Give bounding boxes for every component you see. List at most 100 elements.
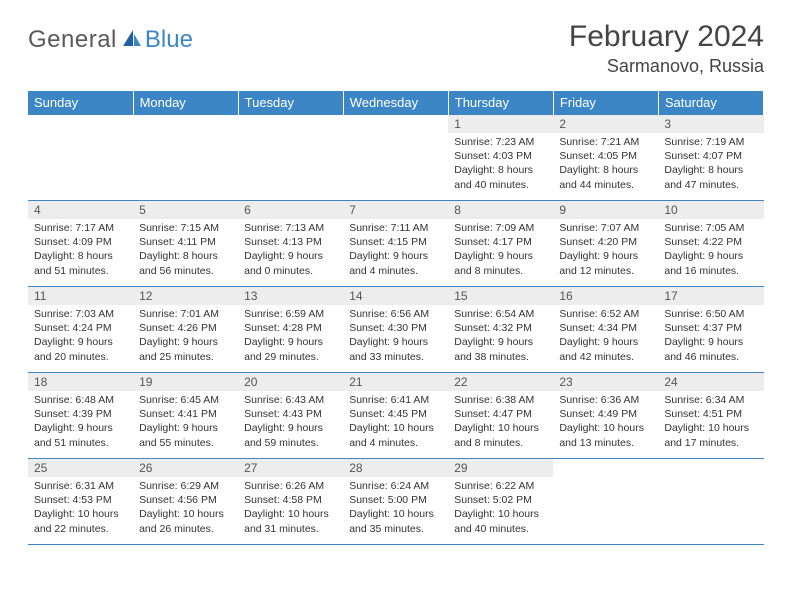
daylight-text: Daylight: 10 hours and 22 minutes. — [34, 507, 127, 535]
daylight-text: Daylight: 9 hours and 51 minutes. — [34, 421, 127, 449]
daylight-text: Daylight: 10 hours and 8 minutes. — [454, 421, 547, 449]
sunrise-text: Sunrise: 7:05 AM — [664, 221, 757, 235]
day-details: Sunrise: 6:26 AMSunset: 4:58 PMDaylight:… — [238, 477, 343, 540]
daylight-text: Daylight: 10 hours and 13 minutes. — [559, 421, 652, 449]
sunrise-text: Sunrise: 6:41 AM — [349, 393, 442, 407]
sunset-text: Sunset: 4:30 PM — [349, 321, 442, 335]
sunset-text: Sunset: 4:56 PM — [139, 493, 232, 507]
sunset-text: Sunset: 4:53 PM — [34, 493, 127, 507]
weekday-thursday: Thursday — [448, 91, 553, 115]
daylight-text: Daylight: 9 hours and 0 minutes. — [244, 249, 337, 277]
calendar-day-cell: 17Sunrise: 6:50 AMSunset: 4:37 PMDayligh… — [658, 287, 763, 373]
sunset-text: Sunset: 4:43 PM — [244, 407, 337, 421]
calendar-day-cell: 29Sunrise: 6:22 AMSunset: 5:02 PMDayligh… — [448, 459, 553, 545]
daylight-text: Daylight: 9 hours and 46 minutes. — [664, 335, 757, 363]
sunrise-text: Sunrise: 7:11 AM — [349, 221, 442, 235]
daylight-text: Daylight: 8 hours and 40 minutes. — [454, 163, 547, 191]
sunset-text: Sunset: 4:22 PM — [664, 235, 757, 249]
calendar-day-cell: 12Sunrise: 7:01 AMSunset: 4:26 PMDayligh… — [133, 287, 238, 373]
sunset-text: Sunset: 4:37 PM — [664, 321, 757, 335]
day-number: 4 — [28, 201, 133, 219]
day-details: Sunrise: 6:22 AMSunset: 5:02 PMDaylight:… — [448, 477, 553, 540]
sunset-text: Sunset: 4:32 PM — [454, 321, 547, 335]
day-details: Sunrise: 6:48 AMSunset: 4:39 PMDaylight:… — [28, 391, 133, 454]
day-details: Sunrise: 7:13 AMSunset: 4:13 PMDaylight:… — [238, 219, 343, 282]
calendar-day-cell: 23Sunrise: 6:36 AMSunset: 4:49 PMDayligh… — [553, 373, 658, 459]
sunrise-text: Sunrise: 7:03 AM — [34, 307, 127, 321]
day-details: Sunrise: 7:05 AMSunset: 4:22 PMDaylight:… — [658, 219, 763, 282]
calendar-day-cell — [658, 459, 763, 545]
sunset-text: Sunset: 4:58 PM — [244, 493, 337, 507]
sunset-text: Sunset: 4:47 PM — [454, 407, 547, 421]
day-number: 25 — [28, 459, 133, 477]
sunrise-text: Sunrise: 6:31 AM — [34, 479, 127, 493]
daylight-text: Daylight: 9 hours and 59 minutes. — [244, 421, 337, 449]
sunrise-text: Sunrise: 7:23 AM — [454, 135, 547, 149]
day-number: 23 — [553, 373, 658, 391]
day-number: 21 — [343, 373, 448, 391]
daylight-text: Daylight: 9 hours and 38 minutes. — [454, 335, 547, 363]
day-number: 7 — [343, 201, 448, 219]
sunrise-text: Sunrise: 6:43 AM — [244, 393, 337, 407]
day-number: 13 — [238, 287, 343, 305]
day-details: Sunrise: 6:31 AMSunset: 4:53 PMDaylight:… — [28, 477, 133, 540]
sunrise-text: Sunrise: 6:52 AM — [559, 307, 652, 321]
daylight-text: Daylight: 9 hours and 12 minutes. — [559, 249, 652, 277]
daylight-text: Daylight: 8 hours and 56 minutes. — [139, 249, 232, 277]
calendar-week-row: 11Sunrise: 7:03 AMSunset: 4:24 PMDayligh… — [28, 287, 764, 373]
sunrise-text: Sunrise: 6:54 AM — [454, 307, 547, 321]
calendar-day-cell: 3Sunrise: 7:19 AMSunset: 4:07 PMDaylight… — [658, 115, 763, 201]
day-number: 29 — [448, 459, 553, 477]
calendar-day-cell: 28Sunrise: 6:24 AMSunset: 5:00 PMDayligh… — [343, 459, 448, 545]
weekday-sunday: Sunday — [28, 91, 133, 115]
sunrise-text: Sunrise: 6:22 AM — [454, 479, 547, 493]
calendar-day-cell: 1Sunrise: 7:23 AMSunset: 4:03 PMDaylight… — [448, 115, 553, 201]
calendar-day-cell — [343, 115, 448, 201]
calendar-day-cell: 16Sunrise: 6:52 AMSunset: 4:34 PMDayligh… — [553, 287, 658, 373]
sunrise-text: Sunrise: 7:07 AM — [559, 221, 652, 235]
sunset-text: Sunset: 4:24 PM — [34, 321, 127, 335]
sunset-text: Sunset: 4:39 PM — [34, 407, 127, 421]
sunrise-text: Sunrise: 7:21 AM — [559, 135, 652, 149]
sunset-text: Sunset: 4:07 PM — [664, 149, 757, 163]
sunrise-text: Sunrise: 7:15 AM — [139, 221, 232, 235]
title-block: February 2024 Sarmanovo, Russia — [569, 20, 764, 77]
calendar-day-cell: 25Sunrise: 6:31 AMSunset: 4:53 PMDayligh… — [28, 459, 133, 545]
sunset-text: Sunset: 4:05 PM — [559, 149, 652, 163]
day-details: Sunrise: 6:29 AMSunset: 4:56 PMDaylight:… — [133, 477, 238, 540]
sunset-text: Sunset: 5:02 PM — [454, 493, 547, 507]
calendar-day-cell: 26Sunrise: 6:29 AMSunset: 4:56 PMDayligh… — [133, 459, 238, 545]
weekday-saturday: Saturday — [658, 91, 763, 115]
daylight-text: Daylight: 8 hours and 44 minutes. — [559, 163, 652, 191]
day-details: Sunrise: 6:36 AMSunset: 4:49 PMDaylight:… — [553, 391, 658, 454]
daylight-text: Daylight: 10 hours and 26 minutes. — [139, 507, 232, 535]
sunrise-text: Sunrise: 6:50 AM — [664, 307, 757, 321]
daylight-text: Daylight: 9 hours and 25 minutes. — [139, 335, 232, 363]
sunset-text: Sunset: 4:51 PM — [664, 407, 757, 421]
daylight-text: Daylight: 9 hours and 20 minutes. — [34, 335, 127, 363]
day-details: Sunrise: 6:54 AMSunset: 4:32 PMDaylight:… — [448, 305, 553, 368]
day-number: 5 — [133, 201, 238, 219]
calendar-day-cell: 27Sunrise: 6:26 AMSunset: 4:58 PMDayligh… — [238, 459, 343, 545]
calendar-day-cell — [553, 459, 658, 545]
day-number: 24 — [658, 373, 763, 391]
sunrise-text: Sunrise: 6:29 AM — [139, 479, 232, 493]
sunset-text: Sunset: 4:20 PM — [559, 235, 652, 249]
sunset-text: Sunset: 4:15 PM — [349, 235, 442, 249]
header: General Blue February 2024 Sarmanovo, Ru… — [28, 20, 764, 77]
sunrise-text: Sunrise: 6:48 AM — [34, 393, 127, 407]
calendar-day-cell: 14Sunrise: 6:56 AMSunset: 4:30 PMDayligh… — [343, 287, 448, 373]
day-details: Sunrise: 7:17 AMSunset: 4:09 PMDaylight:… — [28, 219, 133, 282]
daylight-text: Daylight: 9 hours and 8 minutes. — [454, 249, 547, 277]
sunset-text: Sunset: 5:00 PM — [349, 493, 442, 507]
day-number: 2 — [553, 115, 658, 133]
sunrise-text: Sunrise: 7:13 AM — [244, 221, 337, 235]
sunrise-text: Sunrise: 7:01 AM — [139, 307, 232, 321]
day-details: Sunrise: 7:21 AMSunset: 4:05 PMDaylight:… — [553, 133, 658, 196]
daylight-text: Daylight: 9 hours and 29 minutes. — [244, 335, 337, 363]
sunset-text: Sunset: 4:28 PM — [244, 321, 337, 335]
day-details: Sunrise: 7:01 AMSunset: 4:26 PMDaylight:… — [133, 305, 238, 368]
daylight-text: Daylight: 9 hours and 33 minutes. — [349, 335, 442, 363]
calendar-week-row: 18Sunrise: 6:48 AMSunset: 4:39 PMDayligh… — [28, 373, 764, 459]
sunrise-text: Sunrise: 7:17 AM — [34, 221, 127, 235]
